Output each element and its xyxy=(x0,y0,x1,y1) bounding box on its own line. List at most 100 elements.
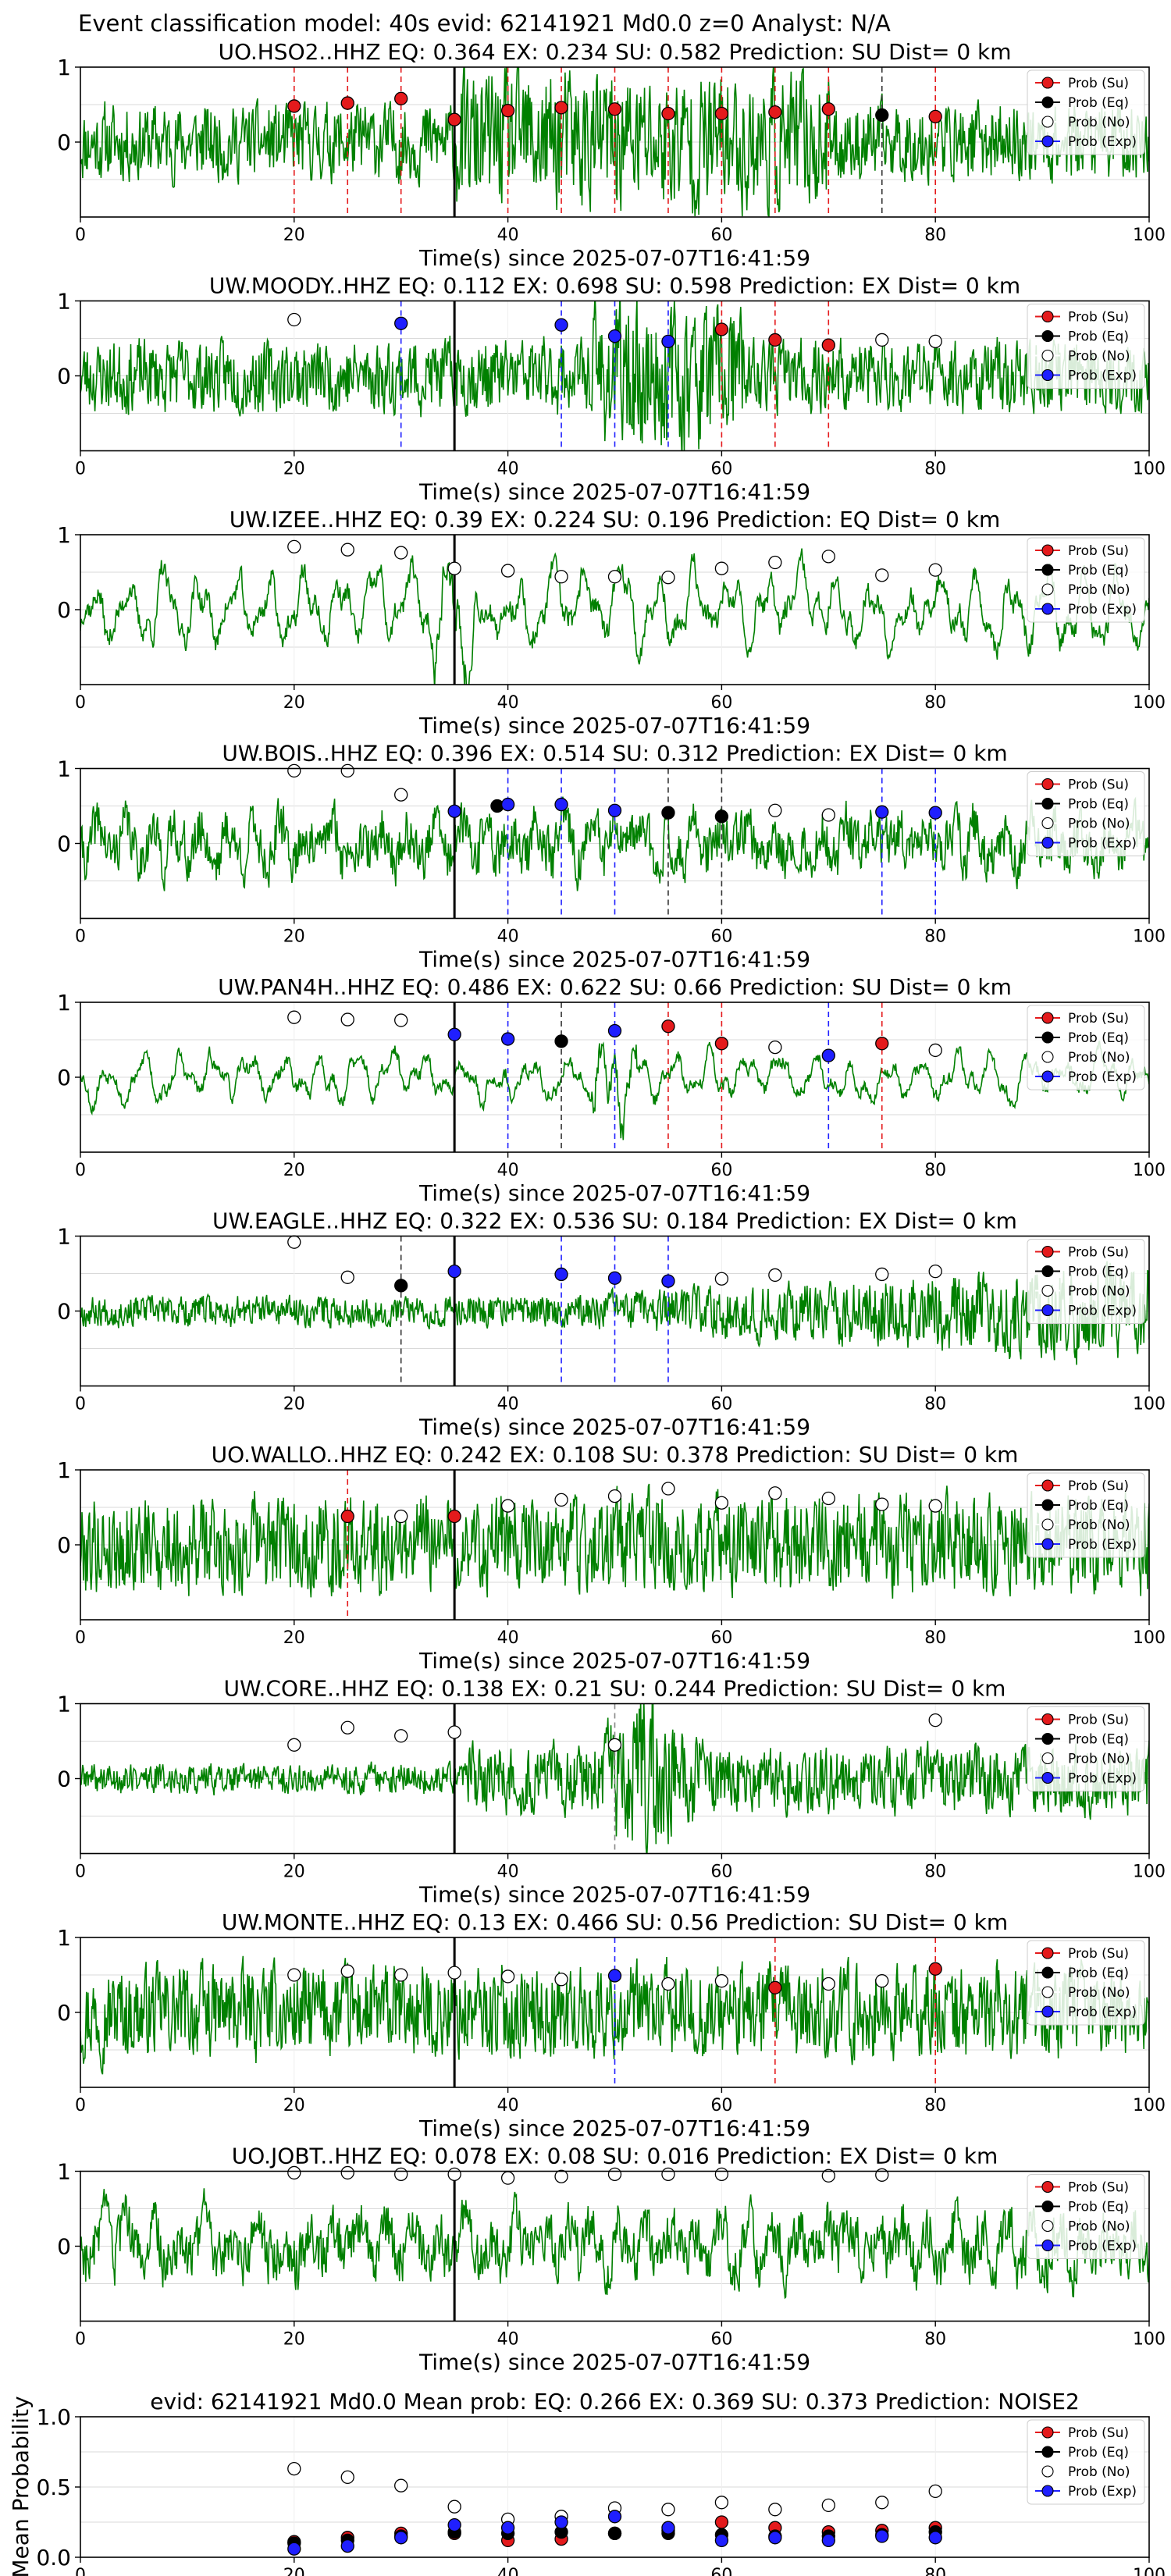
point-no xyxy=(287,312,301,327)
point-no xyxy=(394,788,408,802)
waveform-line xyxy=(80,1955,1149,2075)
legend-box xyxy=(1027,1940,1145,2026)
plot-area xyxy=(80,768,1149,919)
x-tick-label: 60 xyxy=(710,460,732,479)
legend-marker-no xyxy=(1041,2219,1054,2233)
panel-title: evid: 62141921 Md0.0 Mean prob: EQ: 0.26… xyxy=(150,2389,1080,2414)
point-exp xyxy=(554,1267,568,1282)
point-no xyxy=(607,570,622,584)
y-tick-label: 0 xyxy=(57,1767,71,1792)
point-no xyxy=(928,563,942,577)
x-tick-label: 0 xyxy=(75,927,86,947)
point-no xyxy=(287,1738,301,1752)
legend-marker-no xyxy=(1041,1051,1054,1063)
y-tick-label: 1 xyxy=(57,522,71,548)
legend-marker-su xyxy=(1041,544,1054,557)
y-tick-label: 1 xyxy=(57,289,71,315)
y-tick-label: 0 xyxy=(57,1532,71,1558)
legend-label: Prob (No) xyxy=(1068,115,1130,130)
point-exp xyxy=(661,2521,675,2535)
point-no xyxy=(768,1486,782,1500)
point-exp xyxy=(768,2531,782,2545)
plot-area xyxy=(80,67,1149,217)
legend-label: Prob (Exp) xyxy=(1068,1771,1137,1787)
legend-label: Prob (Su) xyxy=(1068,1713,1129,1728)
waveform-line xyxy=(80,1703,1149,1854)
point-no xyxy=(554,2169,568,2183)
point-eq xyxy=(607,2526,622,2541)
legend-label: Prob (Su) xyxy=(1068,76,1129,91)
point-su xyxy=(661,106,675,121)
point-no xyxy=(768,2503,782,2517)
x-tick-label: 40 xyxy=(497,927,519,947)
legend-box xyxy=(1027,1005,1145,1091)
point-no xyxy=(607,1489,622,1503)
point-no xyxy=(287,539,301,554)
x-axis-label: Time(s) since 2025-07-07T16:41:59 xyxy=(418,479,810,505)
point-exp xyxy=(447,804,461,818)
point-su xyxy=(714,1037,729,1051)
y-tick-label: 1 xyxy=(57,2159,71,2185)
point-no xyxy=(554,570,568,584)
legend-label: Prob (Exp) xyxy=(1068,602,1137,617)
panels: UO.HSO2..HHZ EQ: 0.364 EX: 0.234 SU: 0.5… xyxy=(8,39,1166,2576)
legend-marker-exp xyxy=(1041,603,1054,615)
point-no xyxy=(447,2167,461,2181)
panel-title: UO.WALLO..HHZ EQ: 0.242 EX: 0.108 SU: 0.… xyxy=(212,1442,1019,1468)
legend-label: Prob (No) xyxy=(1068,1985,1130,2001)
legend-marker-exp xyxy=(1041,368,1054,382)
point-eq xyxy=(661,806,675,820)
x-tick-label: 20 xyxy=(283,2096,305,2115)
legend-label: Prob (Exp) xyxy=(1068,2239,1137,2254)
x-tick-label: 0 xyxy=(75,1395,86,1414)
plot-area xyxy=(80,535,1149,685)
y-tick-label: 0 xyxy=(57,2000,71,2026)
y-tick-label: 0 xyxy=(57,1299,71,1325)
plot-area xyxy=(80,301,1149,451)
point-no xyxy=(768,1268,782,1283)
point-exp xyxy=(394,316,408,330)
point-no xyxy=(340,543,354,557)
legend-marker-su xyxy=(1041,2426,1054,2439)
point-no xyxy=(554,1493,568,1507)
point-no xyxy=(394,1013,408,1027)
legend-box xyxy=(1027,1706,1145,1791)
point-no xyxy=(714,1974,729,1988)
x-tick-label: 80 xyxy=(924,2096,946,2115)
x-axis-label: Time(s) since 2025-07-07T16:41:59 xyxy=(418,2115,810,2141)
panel-title: UW.MONTE..HHZ EQ: 0.13 EX: 0.466 SU: 0.5… xyxy=(222,1909,1008,1935)
legend-box xyxy=(1027,537,1145,623)
point-no xyxy=(821,2498,835,2513)
legend-label: Prob (Eq) xyxy=(1068,2200,1129,2215)
y-tick-label: 0 xyxy=(57,2234,71,2260)
legend-label: Prob (Eq) xyxy=(1068,1732,1129,1748)
x-tick-label: 100 xyxy=(1133,1628,1166,1648)
point-no xyxy=(447,561,461,575)
point-su xyxy=(714,106,729,121)
x-tick-label: 100 xyxy=(1133,2096,1166,2115)
point-no xyxy=(340,1270,354,1284)
point-no xyxy=(500,2171,515,2185)
point-no xyxy=(661,1976,675,1991)
legend-marker-no xyxy=(1041,817,1054,830)
panel-2: UW.IZEE..HHZ EQ: 0.39 EX: 0.224 SU: 0.19… xyxy=(57,507,1166,738)
legend: Prob (Su) Prob (Eq) Prob (No) Prob (Exp) xyxy=(1027,1940,1145,2026)
legend-marker-su xyxy=(1041,1245,1054,1258)
point-exp xyxy=(821,2533,835,2548)
y-tick-label: 1 xyxy=(57,1925,71,1951)
panel-7: UW.CORE..HHZ EQ: 0.138 EX: 0.21 SU: 0.24… xyxy=(57,1676,1166,1908)
x-tick-label: 60 xyxy=(710,2330,732,2350)
point-exp xyxy=(928,2531,942,2545)
x-tick-label: 40 xyxy=(497,2096,519,2115)
legend-label: Prob (Eq) xyxy=(1068,95,1129,111)
x-tick-label: 20 xyxy=(283,693,305,713)
legend-label: Prob (Eq) xyxy=(1068,563,1129,578)
x-axis-label: Time(s) since 2025-07-07T16:41:59 xyxy=(418,1414,810,1440)
plot-area xyxy=(80,1002,1149,1152)
point-su xyxy=(447,1509,461,1524)
legend-label: Prob (Exp) xyxy=(1068,2484,1137,2500)
point-no xyxy=(875,1267,889,1282)
legend-marker-exp xyxy=(1041,1538,1054,1550)
x-tick-label: 60 xyxy=(710,693,732,713)
